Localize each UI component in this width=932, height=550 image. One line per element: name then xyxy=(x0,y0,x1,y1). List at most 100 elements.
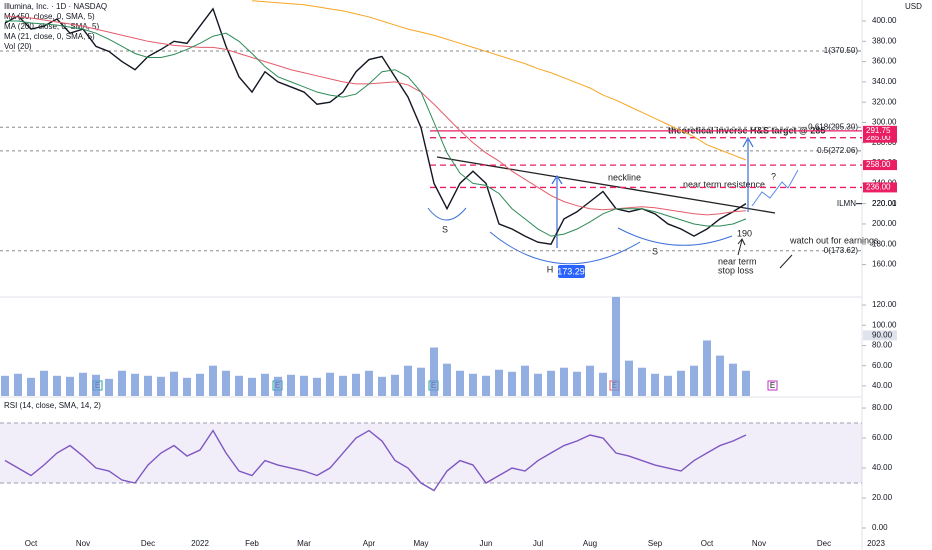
x-tick-label: Mar xyxy=(297,539,311,548)
crosshair-label: 90.00 xyxy=(872,330,893,339)
annotation: watch out for earnings xyxy=(789,235,879,245)
head-arc xyxy=(489,231,641,265)
volume-bar xyxy=(443,363,451,396)
volume-bar xyxy=(638,367,646,396)
volume-bar xyxy=(469,373,477,396)
price-tag-box xyxy=(863,125,897,136)
volume-bar xyxy=(209,365,217,396)
volume-bar xyxy=(742,370,750,396)
price-tag-box xyxy=(863,160,897,171)
y-tick-label: 20.00 xyxy=(872,493,893,502)
volume-bar xyxy=(40,370,48,396)
volume-bar xyxy=(27,377,35,396)
volume-bar xyxy=(131,373,139,396)
legend-entry: Illumina, Inc. · 1D · NASDAQ xyxy=(4,2,107,11)
neckline xyxy=(436,156,776,214)
x-tick-label: 2022 xyxy=(191,539,209,548)
volume-bar xyxy=(482,375,490,396)
volume-bar xyxy=(92,374,100,396)
annotation: H xyxy=(547,264,554,274)
rsi-band xyxy=(0,423,862,484)
series-line xyxy=(4,15,747,216)
annotation: 173.29 xyxy=(557,266,585,276)
y-tick-label: 200.00 xyxy=(872,219,897,228)
y-tick-label: 220.00 xyxy=(872,199,897,208)
price-tag xyxy=(558,265,585,278)
symbol-label: ILMN xyxy=(837,199,856,208)
volume-bar xyxy=(352,373,360,396)
x-tick-label: Dec xyxy=(817,539,831,548)
y-tick-label: 100.00 xyxy=(872,320,897,329)
volume-bar xyxy=(287,374,295,396)
volume-bar xyxy=(599,372,607,396)
volume-bar xyxy=(521,365,529,396)
y-tick-label: 60.00 xyxy=(872,433,893,442)
volume-bar xyxy=(430,347,438,396)
volume-bar xyxy=(703,340,711,396)
y-tick-label: 40.00 xyxy=(872,381,893,390)
fib-label: 1(370.50) xyxy=(824,46,859,55)
volume-bar xyxy=(417,367,425,396)
annotation: S xyxy=(442,224,448,234)
y-tick-label: 40.00 xyxy=(872,463,893,472)
y-tick-label: 300.00 xyxy=(872,118,897,127)
series-line xyxy=(251,0,747,161)
x-tick-label: Jun xyxy=(480,539,493,548)
y-tick-label: 0.00 xyxy=(872,523,888,532)
price-tag: 285.00 xyxy=(866,133,891,142)
x-tick-label: Aug xyxy=(583,539,597,548)
projection xyxy=(751,169,799,207)
volume-bar xyxy=(261,373,269,396)
volume-bar xyxy=(14,373,22,396)
y-tick-label: 80.00 xyxy=(872,403,893,412)
y-tick-label: 400.00 xyxy=(872,16,897,25)
volume-bar xyxy=(534,373,542,396)
x-tick-label: Oct xyxy=(25,539,38,548)
y-tick-label: 360.00 xyxy=(872,57,897,66)
crosshair-box xyxy=(863,330,897,341)
x-tick-label: Dec xyxy=(141,539,155,548)
x-tick-label: May xyxy=(413,539,428,548)
price-tag-box xyxy=(863,182,897,193)
x-tick-label: Nov xyxy=(752,539,766,548)
volume-bar xyxy=(157,376,165,396)
legend-entry: MA (50, close, 0, SMA, 5) xyxy=(4,12,95,21)
y-tick-label: 180.00 xyxy=(872,239,897,248)
x-tick-label: Sep xyxy=(648,539,663,548)
x-tick-label: 2023 xyxy=(867,539,885,548)
volume-bar xyxy=(677,370,685,396)
arrow xyxy=(737,238,746,256)
volume-bar xyxy=(144,375,152,396)
volume-bar xyxy=(118,370,126,396)
y-tick-label: 80.00 xyxy=(872,341,893,350)
y-tick-label: 380.00 xyxy=(872,36,897,45)
volume-bar xyxy=(313,377,321,396)
y-tick-label: 120.00 xyxy=(872,300,897,309)
last-price: 220.01 xyxy=(872,199,897,208)
earnings-box xyxy=(767,380,778,391)
volume-bar xyxy=(66,376,74,396)
arrow xyxy=(742,136,754,212)
currency: USD xyxy=(905,2,922,11)
volume-bar xyxy=(625,360,633,396)
annotation: near term xyxy=(718,256,757,266)
volume-bar xyxy=(365,370,373,396)
volume-bar xyxy=(183,377,191,396)
y-tick-label: 60.00 xyxy=(872,361,893,370)
fib-label: 0(173.62) xyxy=(824,246,859,255)
shoulder-arc xyxy=(427,207,467,221)
y-tick-label: 160.00 xyxy=(872,260,897,269)
volume-bar xyxy=(456,370,464,396)
arrow xyxy=(551,174,563,248)
volume-bar xyxy=(79,372,87,396)
earnings-label: E xyxy=(770,381,775,390)
series-line xyxy=(4,7,747,246)
legend-entry: MA (21, close, 0, SMA, 5) xyxy=(4,32,95,41)
price-tag: 236.00 xyxy=(866,183,891,192)
price-tag: 291.75 xyxy=(866,126,891,135)
annotation: neckline xyxy=(608,172,641,182)
volume-bar xyxy=(547,370,555,396)
volume-bar xyxy=(729,363,737,396)
volume-bar xyxy=(339,375,347,396)
volume-bar xyxy=(716,355,724,396)
